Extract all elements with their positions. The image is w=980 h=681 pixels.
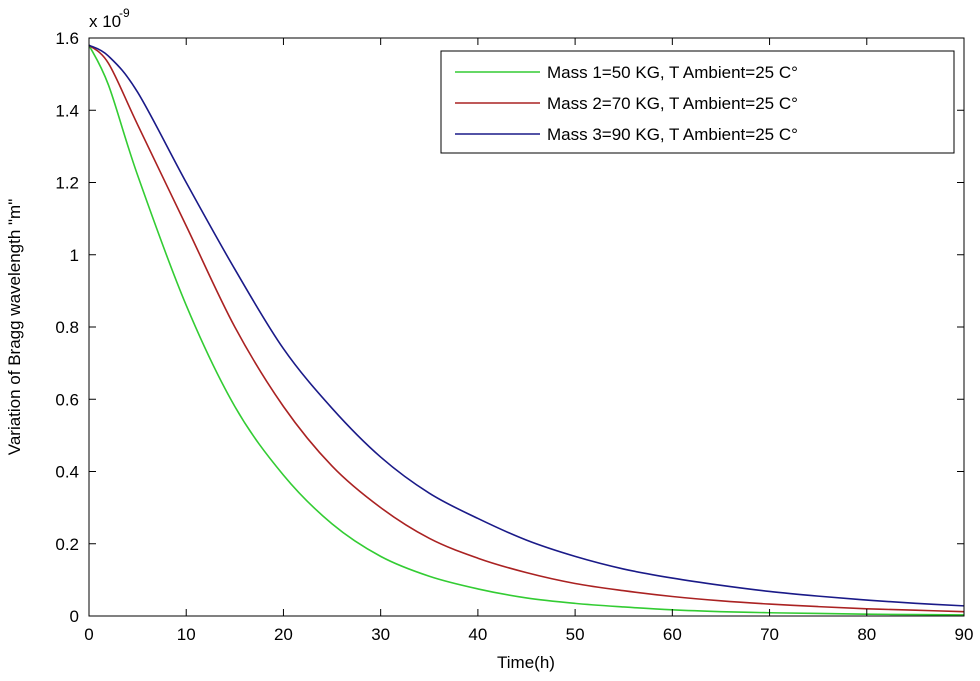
- x-axis-label: Time(h): [497, 653, 555, 672]
- y-tick-label: 0.6: [55, 390, 79, 409]
- legend-box: [440, 50, 955, 154]
- legend: Mass 1=50 KG, T Ambient=25 C° Mass 2=70 …: [440, 50, 955, 154]
- legend-entry-3: Mass 3=90 KG, T Ambient=25 C°: [547, 125, 798, 144]
- x-tick-label: 30: [371, 625, 390, 644]
- series-line-1: [88, 44, 965, 616]
- y-tick-label: 1.4: [55, 101, 79, 120]
- x-tick-label: 10: [177, 625, 196, 644]
- y-exponent-label: x 10: [89, 12, 121, 31]
- x-tick-label: 60: [663, 625, 682, 644]
- y-exponent-power: -9: [119, 6, 130, 20]
- y-tick-label: 0.4: [55, 463, 79, 482]
- y-tick-label: 0.8: [55, 318, 79, 337]
- series-line-3: [88, 44, 965, 607]
- legend-entry-2: Mass 2=70 KG, T Ambient=25 C°: [547, 94, 798, 113]
- legend-entry-1: Mass 1=50 KG, T Ambient=25 C°: [547, 63, 798, 82]
- x-tick-label: 20: [274, 625, 293, 644]
- plot-frame: [88, 37, 965, 617]
- x-tick-label: 70: [760, 625, 779, 644]
- y-tick-label: 1.6: [55, 29, 79, 48]
- x-tick-label: 50: [566, 625, 585, 644]
- x-tick-label: 80: [857, 625, 876, 644]
- series-line-2: [88, 44, 965, 613]
- y-tick-label: 0.2: [55, 535, 79, 554]
- y-tick-label: 1: [70, 246, 79, 265]
- series-layer: [88, 44, 965, 616]
- y-tick-label: 1.2: [55, 174, 79, 193]
- ticks-layer: 0 10 20 30 40 50 60 70 80 90 0 0.2 0.4 0.6 0.8 1 1.2 1.4 1…: [55, 29, 973, 644]
- y-axis-label: Variation of Bragg wavelength "m": [5, 199, 24, 456]
- x-tick-label: 0: [84, 625, 93, 644]
- x-tick-label: 90: [955, 625, 974, 644]
- x-tick-label: 40: [468, 625, 487, 644]
- y-tick-label: 0: [70, 607, 79, 626]
